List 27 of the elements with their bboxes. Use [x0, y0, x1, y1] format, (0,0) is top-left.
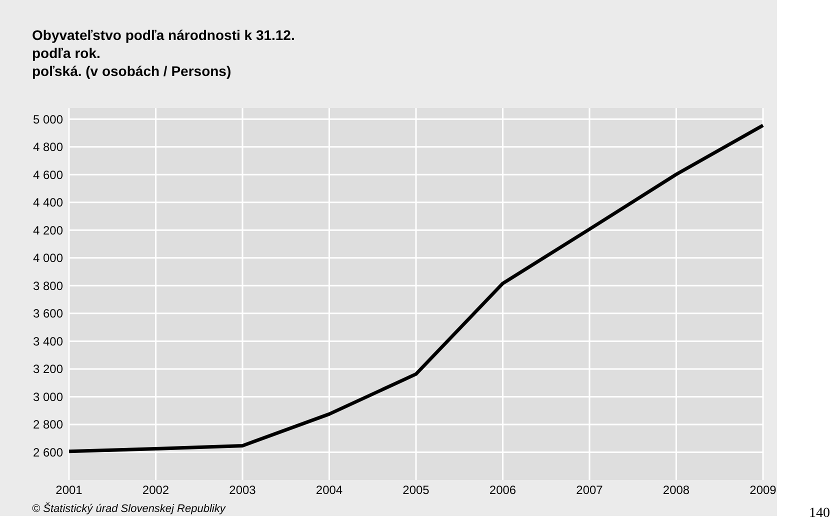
- y-tick-label: 3 200: [32, 362, 64, 376]
- y-tick-label: 3 400: [32, 334, 64, 348]
- y-tick-label: 3 000: [32, 390, 64, 404]
- x-tick-label: 2006: [489, 483, 516, 497]
- y-tick-label: 2 600: [32, 445, 64, 460]
- y-tick-label: 2 800: [32, 418, 64, 432]
- x-tick-label: 2004: [316, 483, 343, 497]
- line-series: [67, 124, 765, 454]
- y-tick-label: 4 200: [32, 223, 64, 238]
- text: 140: [809, 506, 830, 521]
- y-tick-label: 3 800: [32, 278, 64, 293]
- chart-subtitle: podľa rok. poľská. (v osobách / Persons): [32, 45, 232, 79]
- x-tick-label: 2007: [576, 483, 604, 497]
- y-tick-label: 4 000: [32, 251, 64, 266]
- x-tick-label: 2008: [662, 483, 690, 497]
- x-tick-label: 2005: [402, 483, 430, 497]
- text: © Štatistický úrad Slovenskej Republiky: [32, 502, 227, 515]
- y-tick-label: 4 800: [32, 140, 64, 154]
- x-tick-label: 2001: [56, 483, 83, 497]
- x-tick-label: 2003: [229, 483, 256, 497]
- y-tick-label: 3 600: [32, 306, 64, 321]
- y-tick-label: 4 600: [32, 168, 64, 182]
- y-tick-label: 4 400: [32, 196, 64, 210]
- x-tick-label: 2002: [142, 483, 170, 497]
- chart-title: Obyvateľstvo podľa národnosti k 31.12.: [32, 27, 295, 43]
- y-tick-label: 5 000: [32, 112, 64, 126]
- x-tick-label: 2009: [750, 483, 777, 497]
